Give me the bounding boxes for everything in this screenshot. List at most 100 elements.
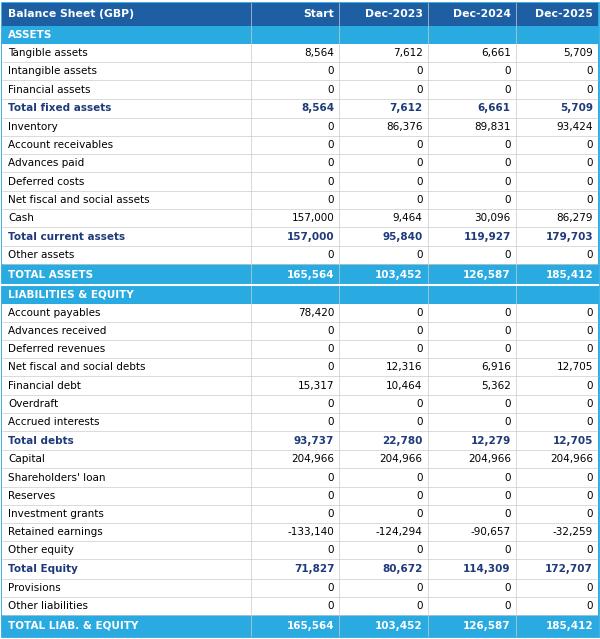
Text: 0: 0 [587, 344, 593, 354]
Text: Total Equity: Total Equity [8, 564, 78, 574]
Text: 0: 0 [328, 158, 334, 168]
Text: 7,612: 7,612 [392, 48, 422, 58]
Text: 0: 0 [587, 472, 593, 482]
Text: 0: 0 [416, 176, 422, 187]
Text: 0: 0 [504, 545, 511, 555]
Text: 10,464: 10,464 [386, 381, 422, 390]
Text: 5,709: 5,709 [560, 103, 593, 113]
Text: 0: 0 [504, 66, 511, 76]
Text: Retained earnings: Retained earnings [8, 527, 103, 537]
Text: 103,452: 103,452 [375, 620, 422, 631]
Text: Provisions: Provisions [8, 583, 61, 593]
Text: Reserves: Reserves [8, 491, 55, 501]
Text: 0: 0 [587, 195, 593, 204]
Bar [2, 173, 598, 190]
Text: 0: 0 [504, 326, 511, 336]
Text: Inventory: Inventory [8, 122, 58, 132]
Text: 0: 0 [416, 601, 422, 611]
Text: 0: 0 [416, 307, 422, 318]
Text: 119,927: 119,927 [463, 231, 511, 242]
Text: 0: 0 [416, 509, 422, 519]
Text: 0: 0 [416, 84, 422, 95]
Text: 114,309: 114,309 [463, 564, 511, 574]
Bar [2, 62, 598, 81]
Text: 0: 0 [587, 326, 593, 336]
Text: 165,564: 165,564 [287, 270, 334, 280]
Text: 0: 0 [328, 344, 334, 354]
Text: 165,564: 165,564 [287, 620, 334, 631]
Text: 12,316: 12,316 [386, 362, 422, 373]
Text: 0: 0 [416, 344, 422, 354]
Bar [2, 265, 598, 286]
Text: Investment grants: Investment grants [8, 509, 104, 519]
Text: 15,317: 15,317 [298, 381, 334, 390]
Text: Advances received: Advances received [8, 326, 106, 336]
Text: 0: 0 [416, 545, 422, 555]
Bar [2, 98, 598, 118]
Bar [2, 523, 598, 541]
Text: 185,412: 185,412 [545, 620, 593, 631]
Text: 0: 0 [328, 491, 334, 501]
Text: 0: 0 [587, 601, 593, 611]
Bar [2, 322, 598, 340]
Text: Other equity: Other equity [8, 545, 74, 555]
Bar [2, 286, 598, 304]
Text: Start: Start [304, 10, 334, 19]
Text: 0: 0 [416, 158, 422, 168]
Text: 0: 0 [504, 399, 511, 409]
Bar [2, 450, 598, 468]
Bar [2, 413, 598, 431]
Text: 0: 0 [416, 472, 422, 482]
Bar [2, 597, 598, 615]
Bar [2, 615, 598, 636]
Bar [2, 190, 598, 209]
Text: Total current assets: Total current assets [8, 231, 125, 242]
Text: 0: 0 [587, 250, 593, 260]
Text: 103,452: 103,452 [375, 270, 422, 280]
Text: Financial debt: Financial debt [8, 381, 81, 390]
Text: 0: 0 [587, 158, 593, 168]
Text: 0: 0 [504, 509, 511, 519]
Text: 179,703: 179,703 [545, 231, 593, 242]
Text: 0: 0 [587, 140, 593, 150]
Text: TOTAL LIAB. & EQUITY: TOTAL LIAB. & EQUITY [8, 620, 139, 631]
Text: 204,966: 204,966 [550, 454, 593, 465]
Text: 0: 0 [416, 583, 422, 593]
Text: 0: 0 [328, 509, 334, 519]
Text: 6,661: 6,661 [481, 48, 511, 58]
Text: Dec-2024: Dec-2024 [453, 10, 511, 19]
Text: 71,827: 71,827 [294, 564, 334, 574]
Text: 0: 0 [328, 472, 334, 482]
Text: 172,707: 172,707 [545, 564, 593, 574]
Text: 89,831: 89,831 [474, 122, 511, 132]
Bar [2, 505, 598, 523]
Text: 0: 0 [328, 545, 334, 555]
Text: 0: 0 [416, 66, 422, 76]
Text: 5,362: 5,362 [481, 381, 511, 390]
Bar [2, 579, 598, 597]
Text: 0: 0 [504, 583, 511, 593]
Text: 0: 0 [504, 491, 511, 501]
Text: 0: 0 [328, 195, 334, 204]
Text: 0: 0 [587, 66, 593, 76]
Text: 0: 0 [328, 601, 334, 611]
Text: Other liabilities: Other liabilities [8, 601, 88, 611]
Text: 0: 0 [587, 307, 593, 318]
Text: Shareholders' loan: Shareholders' loan [8, 472, 106, 482]
Bar [2, 541, 598, 560]
Text: Intangible assets: Intangible assets [8, 66, 97, 76]
Text: 0: 0 [328, 250, 334, 260]
Bar [2, 560, 598, 579]
Text: 0: 0 [587, 381, 593, 390]
Text: Net fiscal and social assets: Net fiscal and social assets [8, 195, 149, 204]
Text: -90,657: -90,657 [470, 527, 511, 537]
Text: 0: 0 [416, 250, 422, 260]
Text: 7,612: 7,612 [389, 103, 422, 113]
Text: 0: 0 [416, 399, 422, 409]
Text: 0: 0 [328, 140, 334, 150]
Text: Deferred costs: Deferred costs [8, 176, 85, 187]
Text: 0: 0 [504, 472, 511, 482]
Text: 6,661: 6,661 [478, 103, 511, 113]
Text: 0: 0 [416, 326, 422, 336]
Text: TOTAL ASSETS: TOTAL ASSETS [8, 270, 93, 280]
